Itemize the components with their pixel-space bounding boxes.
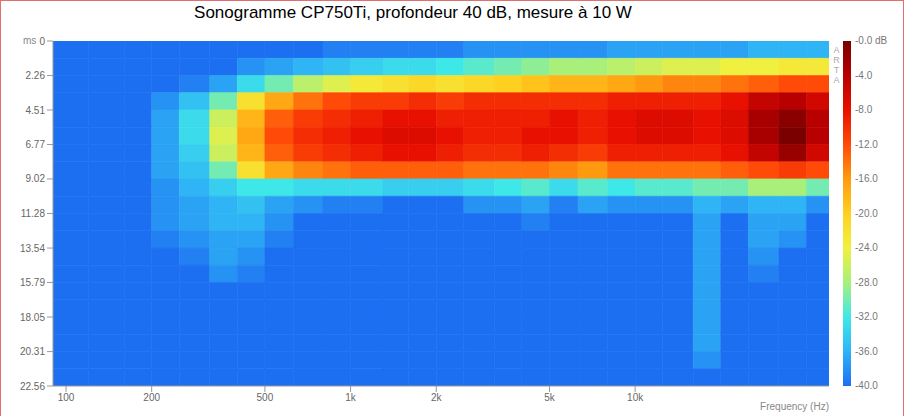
svg-text:500: 500 [257, 392, 274, 403]
svg-text:2.26: 2.26 [26, 70, 46, 81]
svg-text:20.31: 20.31 [20, 346, 45, 357]
html-text:-12.0: -12.0 [855, 138, 878, 150]
svg-text:11.28: 11.28 [21, 208, 46, 219]
html-text:-36.0: -36.0 [855, 345, 878, 357]
html-text:ms: ms [23, 35, 37, 46]
html-text:-24.0: -24.0 [855, 242, 878, 253]
svg-text:10k: 10k [627, 392, 644, 403]
svg-text:9.02: 9.02 [26, 173, 46, 184]
svg-text:22.56: 22.56 [20, 381, 45, 392]
html-text:Frequency (Hz): Frequency (Hz) [760, 401, 829, 412]
svg-text:18.05: 18.05 [20, 312, 45, 323]
svg-text:2k: 2k [431, 392, 443, 403]
html-text:-4.0: -4.0 [855, 69, 873, 81]
html-text:-32.0: -32.0 [855, 311, 878, 322]
svg-text:4.51: 4.51 [26, 105, 46, 116]
svg-text:5k: 5k [544, 392, 556, 403]
svg-text:13.54: 13.54 [20, 243, 45, 254]
html-text:-20.0: -20.0 [855, 207, 878, 219]
svg-text:0: 0 [39, 36, 45, 47]
svg-text:200: 200 [143, 392, 160, 403]
html-text:A: A [833, 75, 840, 85]
html-text:R: R [833, 55, 840, 65]
html-text:-16.0: -16.0 [855, 173, 878, 184]
svg-text:6.77: 6.77 [26, 139, 46, 150]
html-text:A: A [833, 45, 840, 55]
html-text:-28.0: -28.0 [855, 276, 878, 288]
html-text:-40.0: -40.0 [855, 380, 878, 391]
html-text:Sonogramme CP750Ti, profondeur: Sonogramme CP750Ti, profondeur 40 dB, me… [194, 3, 632, 22]
html-text:T: T [833, 65, 840, 75]
svg-text:100: 100 [58, 392, 75, 403]
svg-text:15.79: 15.79 [20, 277, 45, 288]
html-text:-8.0: -8.0 [855, 104, 873, 115]
svg-text:1k: 1k [345, 392, 357, 403]
html-text:-0.0 dB: -0.0 dB [855, 35, 888, 46]
